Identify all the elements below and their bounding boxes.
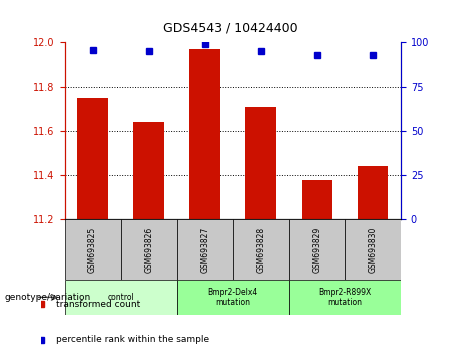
Bar [77,98,108,219]
Text: GDS4543 / 10424400: GDS4543 / 10424400 [163,21,298,34]
Text: Bmpr2-Delx4
mutation: Bmpr2-Delx4 mutation [207,288,258,307]
Text: genotype/variation: genotype/variation [5,293,91,302]
Bar [345,219,401,280]
Text: GSM693828: GSM693828 [256,227,266,273]
Text: control: control [107,293,134,302]
Bar [65,219,121,280]
Text: GSM693827: GSM693827 [200,227,209,273]
Text: transformed count: transformed count [56,300,140,309]
Text: percentile rank within the sample: percentile rank within the sample [56,335,209,344]
Bar [233,219,289,280]
Bar [177,219,233,280]
Bar [133,122,164,219]
Bar [121,219,177,280]
Bar [177,280,289,315]
Bar [245,107,276,219]
Bar [289,280,401,315]
Text: Bmpr2-R899X
mutation: Bmpr2-R899X mutation [319,288,372,307]
Text: GSM693829: GSM693829 [313,227,321,273]
Bar [65,280,177,315]
Text: GSM693825: GSM693825 [88,227,97,273]
Bar [189,49,220,219]
Text: GSM693826: GSM693826 [144,227,153,273]
Bar [289,219,345,280]
Text: GSM693830: GSM693830 [368,226,378,273]
Bar [358,166,389,219]
Bar [301,179,332,219]
